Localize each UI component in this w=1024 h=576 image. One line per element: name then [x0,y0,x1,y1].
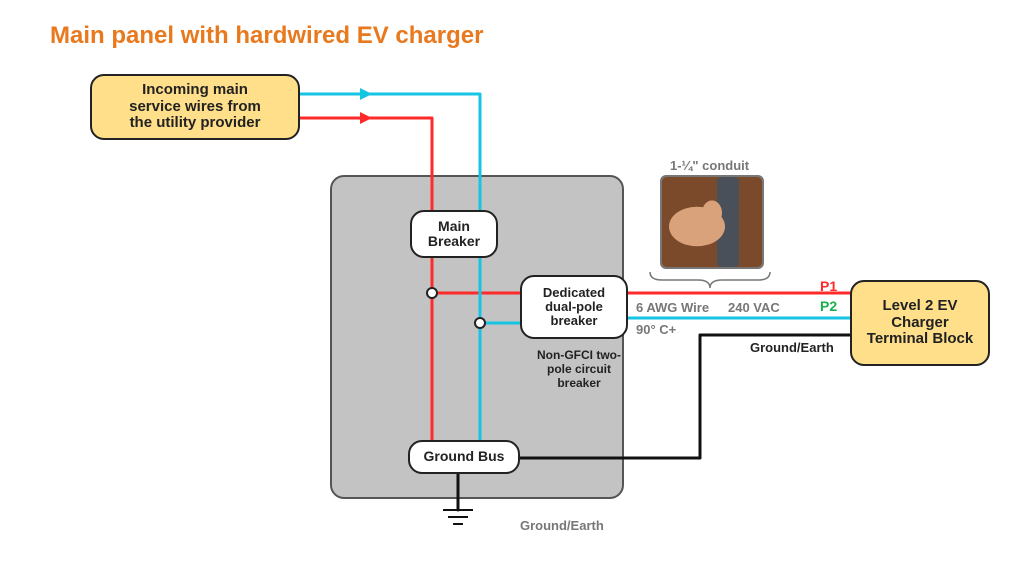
diagram-stage: Main panel with hardwired EV charger Inc… [0,0,1024,576]
main-breaker-box: Main Breaker [410,210,498,258]
dedicated-breaker-box: Dedicated dual-pole breaker [520,275,628,339]
ground-earth-sym-label: Ground/Earth [520,518,604,533]
non-gfci-label: Non-GFCI two- pole circuit breaker [524,348,634,390]
page-title: Main panel with hardwired EV charger [50,22,483,50]
conduit-label: 1-¼" conduit [670,158,749,173]
wire-gauge-label: 6 AWG Wire [636,300,709,315]
phase-2-label: P2 [820,298,837,314]
ground-earth-out-label: Ground/Earth [750,340,834,355]
ev-charger-box: Level 2 EV Charger Terminal Block [850,280,990,366]
ground-bus-box: Ground Bus [408,440,520,474]
temp-rating-label: 90° C+ [636,322,676,337]
conduit-photo-icon [662,177,762,267]
phase-1-label: P1 [820,278,837,294]
voltage-label: 240 VAC [728,300,780,315]
conduit-photo [660,175,764,269]
incoming-service-box: Incoming main service wires from the uti… [90,74,300,140]
